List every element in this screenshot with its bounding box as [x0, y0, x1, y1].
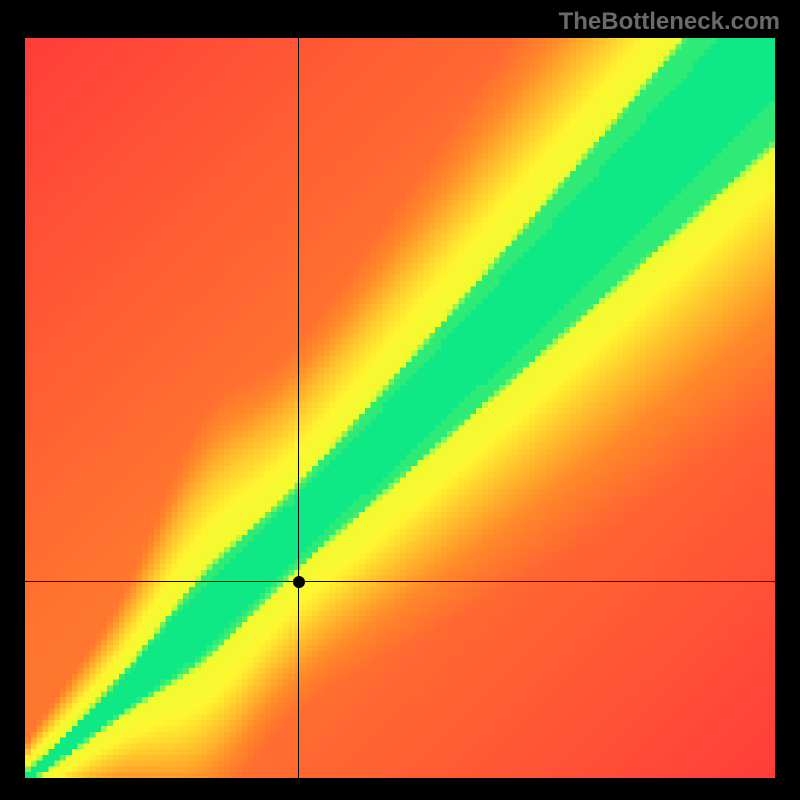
crosshair-vertical — [298, 38, 299, 778]
crosshair-marker — [293, 576, 305, 588]
crosshair-horizontal — [25, 581, 775, 582]
bottleneck-heatmap — [25, 38, 775, 778]
chart-container: TheBottleneck.com — [0, 0, 800, 800]
watermark-text: TheBottleneck.com — [559, 8, 780, 36]
